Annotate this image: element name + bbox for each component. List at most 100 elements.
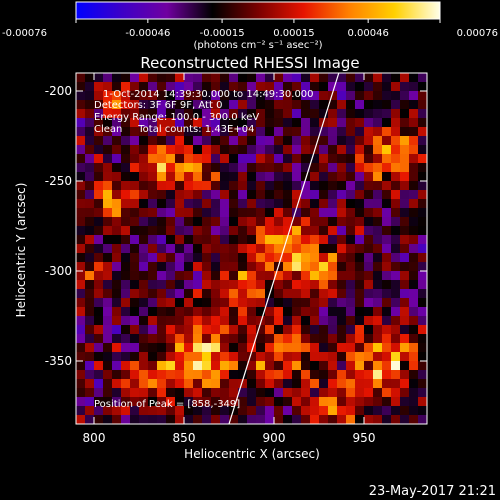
heatmap-cell	[256, 82, 266, 92]
heatmap-cell	[85, 307, 95, 317]
heatmap-cell	[112, 226, 122, 236]
heatmap-cell	[292, 244, 302, 254]
heatmap-cell	[274, 154, 284, 164]
heatmap-cell	[319, 370, 329, 380]
info-block: 1-Oct-2014 14:39:30.000 to 14:49:30.000 …	[94, 89, 314, 135]
heatmap-cell	[400, 379, 410, 389]
heatmap-cell	[247, 73, 257, 83]
heatmap-cell	[238, 226, 248, 236]
heatmap-cell	[364, 145, 374, 155]
heatmap-cell	[211, 316, 221, 326]
heatmap-cell	[382, 208, 392, 218]
heatmap-cell	[130, 415, 140, 425]
heatmap-cell	[130, 289, 140, 299]
heatmap-cell	[310, 190, 320, 200]
heatmap-cell	[130, 181, 140, 191]
heatmap-cell	[319, 127, 329, 137]
heatmap-cell	[247, 199, 257, 209]
heatmap-cell	[355, 334, 365, 344]
heatmap-cell	[292, 235, 302, 245]
heatmap-cell	[337, 316, 347, 326]
colorbar-tick-label: -0.00076	[2, 28, 47, 39]
heatmap-cell	[382, 235, 392, 245]
heatmap-cell	[220, 217, 230, 227]
heatmap-cell	[94, 253, 104, 263]
heatmap-cell	[283, 325, 293, 335]
heatmap-cell	[157, 163, 167, 173]
heatmap-cell	[301, 316, 311, 326]
heatmap-cell	[85, 262, 95, 272]
heatmap-cell	[112, 100, 122, 110]
footer-date: 23-May-2017 21:21	[369, 484, 496, 499]
heatmap-cell	[238, 280, 248, 290]
heatmap-cell	[364, 334, 374, 344]
heatmap-cell	[103, 199, 113, 209]
heatmap-cell	[175, 100, 185, 110]
heatmap-cell	[229, 154, 239, 164]
heatmap-cell	[382, 190, 392, 200]
heatmap-cell	[328, 271, 338, 281]
heatmap-cell	[400, 199, 410, 209]
heatmap-cell	[220, 181, 230, 191]
heatmap-cell	[193, 136, 203, 146]
heatmap-cell	[139, 244, 149, 254]
heatmap-cell	[283, 208, 293, 218]
heatmap-cell	[157, 181, 167, 191]
heatmap-cell	[193, 325, 203, 335]
heatmap-cell	[94, 82, 104, 92]
heatmap-cell	[76, 289, 86, 299]
heatmap-cell	[391, 172, 401, 182]
heatmap-cell	[391, 289, 401, 299]
heatmap-cell	[157, 109, 167, 119]
heatmap-cell	[337, 262, 347, 272]
heatmap-cell	[121, 379, 131, 389]
heatmap-cell	[103, 217, 113, 227]
heatmap-cell	[301, 208, 311, 218]
heatmap-cell	[337, 109, 347, 119]
heatmap-cell	[112, 298, 122, 308]
heatmap-cell	[193, 163, 203, 173]
heatmap-cell	[274, 118, 284, 128]
heatmap-cell	[247, 109, 257, 119]
heatmap-cell	[103, 325, 113, 335]
heatmap-cell	[202, 163, 212, 173]
heatmap-cell	[373, 100, 383, 110]
heatmap-cell	[166, 217, 176, 227]
heatmap-cell	[211, 208, 221, 218]
heatmap-cell	[220, 145, 230, 155]
heatmap-cell	[103, 208, 113, 218]
heatmap-cell	[238, 190, 248, 200]
heatmap-cell	[283, 154, 293, 164]
heatmap-cell	[337, 118, 347, 128]
heatmap-cell	[229, 253, 239, 263]
heatmap-cell	[76, 190, 86, 200]
heatmap-cell	[85, 352, 95, 362]
heatmap-cell	[229, 163, 239, 173]
heatmap-cell	[220, 262, 230, 272]
heatmap-cell	[184, 379, 194, 389]
heatmap-cell	[256, 91, 266, 101]
heatmap-cell	[400, 208, 410, 218]
heatmap-cell	[310, 235, 320, 245]
heatmap-cell	[238, 82, 248, 92]
heatmap-cell	[121, 82, 131, 92]
heatmap-cell	[238, 271, 248, 281]
heatmap-cell	[283, 190, 293, 200]
heatmap-cell	[265, 316, 275, 326]
y-axis-label: Heliocentric Y (arcsec)	[14, 183, 28, 318]
heatmap-cell	[400, 406, 410, 416]
heatmap-cell	[319, 91, 329, 101]
heatmap-cell	[346, 307, 356, 317]
heatmap-cell	[400, 334, 410, 344]
heatmap-cell	[211, 262, 221, 272]
heatmap-cell	[202, 379, 212, 389]
heatmap-cell	[202, 289, 212, 299]
heatmap-cell	[265, 271, 275, 281]
heatmap-cell	[364, 82, 374, 92]
heatmap-cell	[193, 262, 203, 272]
heatmap-cell	[310, 91, 320, 101]
heatmap-cell	[256, 109, 266, 119]
heatmap-cell	[220, 109, 230, 119]
heatmap-cell	[166, 244, 176, 254]
heatmap-cell	[130, 388, 140, 398]
